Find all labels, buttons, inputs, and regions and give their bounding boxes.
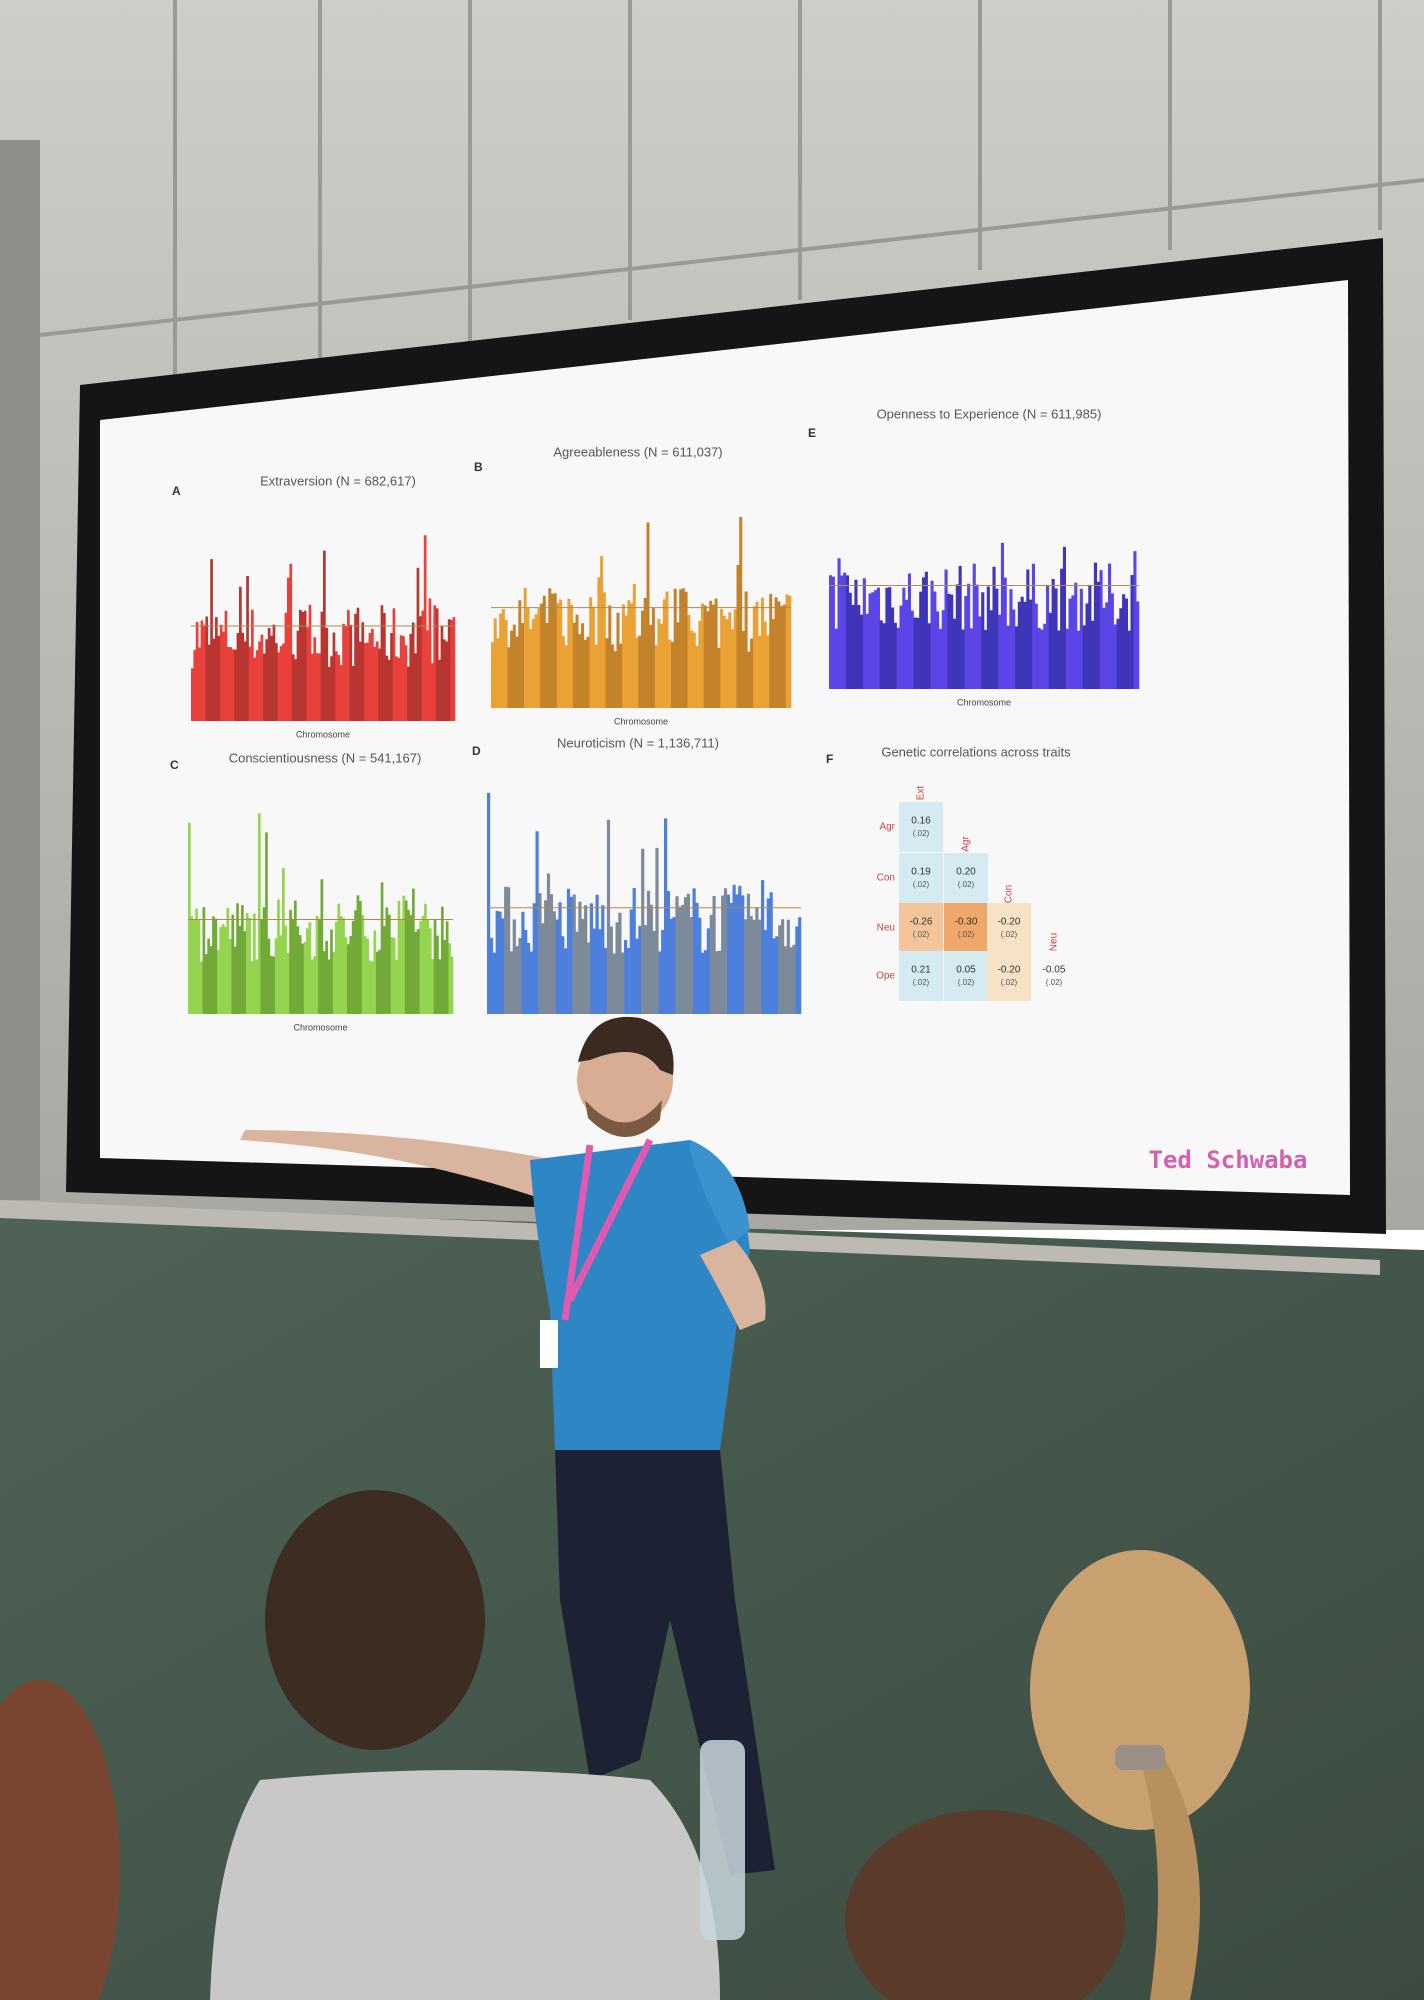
correlation-value: -0.26 <box>910 917 933 928</box>
panel-letter: C <box>170 758 179 772</box>
correlation-se: (.02) <box>958 930 975 939</box>
correlation-value: 0.16 <box>911 816 931 827</box>
manhattan-bars <box>829 542 1140 689</box>
axis-label: Chromosome <box>296 729 350 739</box>
panel-title: Agreeableness (N = 611,037) <box>553 444 722 459</box>
correlation-se: (.02) <box>913 978 930 987</box>
column-label: Ext <box>916 786 927 801</box>
panel-title: Conscientiousness (N = 541,167) <box>229 750 422 765</box>
panel-title: Genetic correlations across traits <box>881 744 1071 759</box>
wall-panels <box>39 0 1424 390</box>
axis-label: Chromosome <box>293 1022 347 1032</box>
door-frame <box>0 140 40 1200</box>
correlation-value: -0.20 <box>998 965 1021 976</box>
correlation-se: (.02) <box>913 880 930 889</box>
manhattan-bars <box>191 535 456 721</box>
correlation-se: (.02) <box>958 978 975 987</box>
correlation-cell <box>944 951 988 1001</box>
panel-letter: F <box>826 752 833 766</box>
correlation-cell <box>899 802 943 852</box>
audience <box>0 1490 1250 2000</box>
row-label: Agr <box>879 822 895 833</box>
correlation-value: -0.30 <box>955 917 978 928</box>
manhattan-bars <box>504 819 796 1014</box>
panel-title: Neuroticism (N = 1,136,711) <box>557 735 719 750</box>
column-label: Neu <box>1049 933 1060 951</box>
correlation-value: 0.21 <box>911 965 931 976</box>
panel-letter: E <box>808 426 816 440</box>
presenter-name: Ted Schwaba <box>1149 1146 1308 1174</box>
row-label: Neu <box>877 923 895 934</box>
panel-letter: D <box>472 744 481 758</box>
correlation-value: -0.05 <box>1043 965 1066 976</box>
correlation-cell <box>987 951 1031 1001</box>
correlation-se: (.02) <box>1046 978 1063 987</box>
slide: Extraversion (N = 682,617) A Chromosome Agr… <box>170 406 1307 1174</box>
presenter <box>240 1016 775 1875</box>
panel-title: Openness to Experience (N = 611,985) <box>877 406 1102 421</box>
column-label: Agr <box>961 836 972 852</box>
correlation-value: 0.19 <box>911 867 931 878</box>
manhattan-bars <box>205 550 451 721</box>
correlation-cell <box>899 951 943 1001</box>
correlation-se: (.02) <box>1001 978 1018 987</box>
correlation-value: 0.20 <box>956 867 976 878</box>
manhattan-bars <box>202 832 449 1014</box>
correlation-cell <box>899 853 943 903</box>
correlation-se: (.02) <box>913 930 930 939</box>
correlation-se: (.02) <box>958 880 975 889</box>
manhattan-bars <box>845 546 1134 689</box>
correlation-se: (.02) <box>913 829 930 838</box>
axis-label: Chromosome <box>614 716 668 726</box>
column-label: Con <box>1004 885 1015 903</box>
screen <box>100 280 1350 1195</box>
manhattan-bars <box>188 813 454 1014</box>
correlation-cell <box>899 903 943 953</box>
row-label: Ope <box>876 971 895 982</box>
correlation-value: -0.20 <box>998 917 1021 928</box>
correlation-cell <box>944 903 988 953</box>
row-label: Con <box>877 873 895 884</box>
panel-letter: A <box>172 484 181 498</box>
axis-label: Chromosome <box>957 697 1011 707</box>
correlation-se: (.02) <box>1001 930 1018 939</box>
correlation-cell <box>987 903 1031 953</box>
manhattan-bars <box>491 556 792 708</box>
panel-title: Extraversion (N = 682,617) <box>260 473 416 488</box>
panel-letter: B <box>474 460 483 474</box>
correlation-value: 0.05 <box>956 965 976 976</box>
manhattan-bars <box>507 517 786 708</box>
manhattan-bars <box>487 792 802 1014</box>
correlation-cell <box>944 853 988 903</box>
